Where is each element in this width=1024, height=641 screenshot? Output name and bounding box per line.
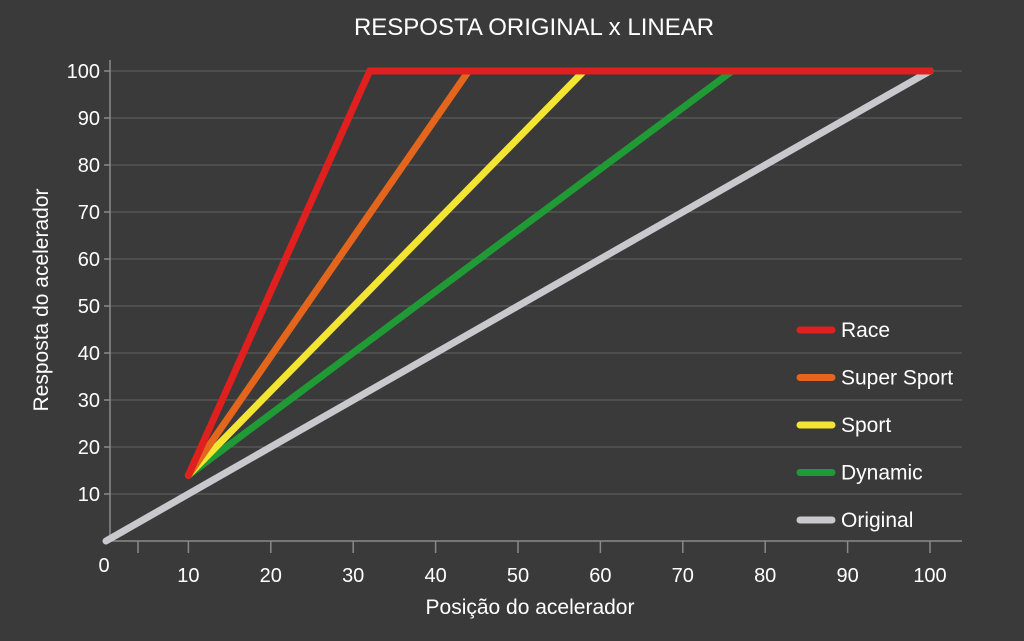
y-tick-label-40: 40 — [78, 343, 100, 365]
legend-label-dynamic: Dynamic — [841, 462, 923, 485]
x-tick-label-70: 70 — [672, 565, 694, 587]
y-tick-label-60: 60 — [78, 249, 100, 271]
y-tick-label-50: 50 — [78, 296, 100, 318]
x-tick-label-40: 40 — [424, 565, 446, 587]
y-tick-label-30: 30 — [78, 390, 100, 412]
series-line-race — [184, 67, 934, 479]
x-tick-label-90: 90 — [836, 565, 858, 587]
y-tick-label-70: 70 — [78, 202, 100, 224]
x-tick-label-10: 10 — [177, 565, 199, 587]
legend-label-original: Original — [841, 509, 913, 532]
y-tick-label-10: 10 — [78, 484, 100, 506]
y-tick-labels: 10 20 30 40 50 60 70 80 90 100 — [67, 61, 100, 506]
origin-label: 0 — [98, 555, 109, 577]
legend-label-sport: Sport — [841, 414, 891, 437]
x-axis-label: Posição do acelerador — [426, 596, 635, 619]
y-tick-label-90: 90 — [78, 108, 100, 130]
x-tick-label-20: 20 — [260, 565, 282, 587]
x-tick-label-100: 100 — [913, 565, 946, 587]
data-series — [102, 67, 934, 545]
x-tick-label-30: 30 — [342, 565, 364, 587]
x-tick-label-50: 50 — [507, 565, 529, 587]
y-tick-label-20: 20 — [78, 437, 100, 459]
legend: Race Super Sport Sport Dynamic Original — [796, 319, 953, 532]
y-tick-label-80: 80 — [78, 155, 100, 177]
chart-title: RESPOSTA ORIGINAL x LINEAR — [354, 14, 714, 41]
series-line-original — [102, 67, 934, 545]
x-tick-label-60: 60 — [589, 565, 611, 587]
x-tick-label-80: 80 — [754, 565, 776, 587]
y-tick-label-100: 100 — [67, 61, 100, 83]
legend-label-race: Race — [841, 319, 890, 342]
x-tick-labels: 10 20 30 40 50 60 70 80 90 100 — [177, 565, 946, 587]
legend-label-super-sport: Super Sport — [841, 367, 953, 390]
axes — [106, 60, 962, 553]
y-axis-label: Resposta do acelerador — [30, 189, 53, 412]
